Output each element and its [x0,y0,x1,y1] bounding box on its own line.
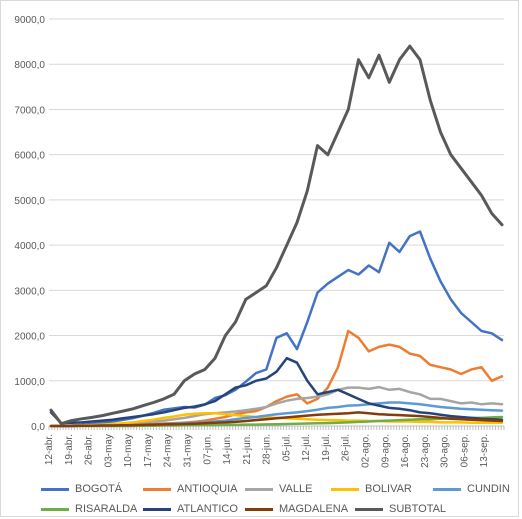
y-tick-label: 3000,0 [14,286,45,297]
series-line-magdalena [49,411,504,428]
legend-item: CUNDIN [433,483,511,495]
series-line-subtotal [49,44,504,426]
legend-label: MAGDALENA [279,503,349,515]
x-tick-label: 12-jul. [301,434,312,461]
legend-item: VALLE [245,483,331,495]
legend-swatch [331,487,359,491]
legend-label: CUNDIN [467,483,510,495]
legend-swatch [245,487,273,491]
x-tick-label: 30-ago. [440,434,451,468]
legend-swatch [355,507,383,511]
series-line-bogotá [49,230,504,428]
x-tick-label: 26-abr. [84,434,95,465]
y-tick-label: 2000,0 [14,332,45,343]
legend-swatch [41,507,69,511]
legend-label: BOLIVAR [365,483,412,495]
x-tick-label: 13-sep. [479,434,490,467]
x-tick-label: 23-ago. [420,434,431,468]
x-tick-label: 16-ago. [400,434,411,468]
legend: BOGOTÁ ANTIOQUIA VALLE BOLIVAR CUNDIN RISARA… [41,479,511,519]
legend-item: BOGOTÁ [41,483,143,495]
legend-label: BOGOTÁ [75,483,123,495]
y-tick-label: 7000,0 [14,105,45,116]
legend-label: ATLANTICO [177,503,238,515]
legend-swatch [143,507,171,511]
x-tick-label: 19-jul. [321,434,332,461]
y-tick-label: 5000,0 [14,196,45,207]
y-tick-label: 6000,0 [14,151,45,162]
legend-item: SUBTOTAL [355,503,455,515]
legend-swatch [245,507,273,511]
y-tick-label: 9000,0 [14,15,45,26]
x-tick-label: 12-abr. [44,434,55,465]
x-tick-label: 05-jul. [281,434,292,461]
x-tick-label: 31-may [182,434,193,467]
legend-swatch [433,487,461,491]
x-tick-label: 10-may [123,434,134,467]
x-tick-label: 28-jun. [262,434,273,465]
x-tick-label: 14-jun. [222,434,233,465]
line-chart: 0,0 1000,0 2000,0 3000,0 4000,0 5000,0 6000,0 7… [14,15,505,468]
legend-row: RISARALDA ATLANTICO MAGDALENA SUBTOTAL [41,499,511,519]
y-tick-label: 0,0 [31,422,45,433]
x-tick-label: 02-ago. [361,434,372,468]
x-tick-label: 17-may [143,434,154,467]
y-tick-label: 8000,0 [14,60,45,71]
legend-label: RISARALDA [75,503,138,515]
x-tick-label: 06-sep. [459,434,470,467]
x-tick-label: 24-may [163,434,174,467]
x-tick-label: 09-ago. [380,434,391,468]
legend-item: ATLANTICO [143,503,245,515]
legend-swatch [143,487,171,491]
legend-label: SUBTOTAL [389,503,447,515]
series-line-atlantico [49,356,504,425]
legend-label: VALLE [279,483,313,495]
legend-row: BOGOTÁ ANTIOQUIA VALLE BOLIVAR CUNDIN [41,479,511,499]
legend-swatch [41,487,69,491]
legend-item: RISARALDA [41,503,143,515]
y-tick-label: 1000,0 [14,377,45,388]
legend-label: ANTIOQUIA [177,483,238,495]
legend-item: ANTIOQUIA [143,483,245,495]
x-tick-label: 26-jul. [341,434,352,461]
x-tick-label: 07-jun. [202,434,213,465]
x-tick-label: 03-may [103,434,114,467]
x-tick-label: 19-abr. [64,434,75,465]
y-tick-label: 4000,0 [14,241,45,252]
legend-item: MAGDALENA [245,503,355,515]
x-tick-label: 21-jun. [242,434,253,465]
legend-item: BOLIVAR [331,483,433,495]
